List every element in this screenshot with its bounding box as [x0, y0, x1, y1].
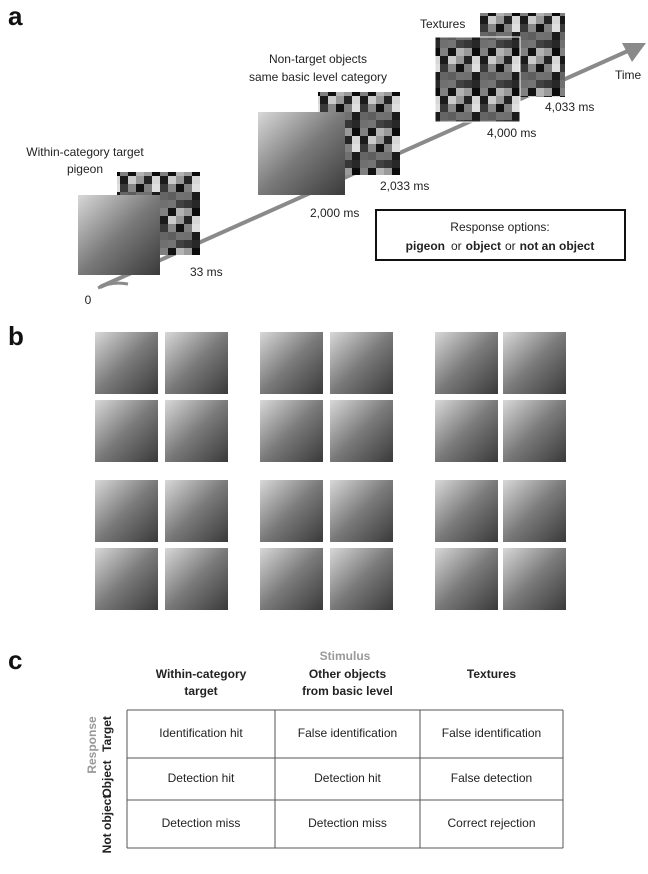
target-label: pigeon [67, 162, 103, 176]
time-axis-label: Time [615, 68, 642, 82]
panel-label: b [8, 321, 24, 351]
column-header: Textures [467, 667, 516, 681]
time-label: 4,000 ms [487, 126, 536, 140]
thumbnail [503, 400, 566, 462]
table-cell: False identification [442, 726, 541, 740]
thumbnail [503, 480, 566, 542]
page: {"panel_a": {"label": "a", "target_label… [0, 0, 648, 874]
nontarget-label: Non-target objects [269, 52, 367, 66]
column-header: Within-category [156, 667, 247, 681]
option: pigeon [406, 239, 445, 253]
thumbnail [330, 400, 393, 462]
pigeon-image [78, 195, 160, 275]
table-cell: False identification [298, 726, 397, 740]
thumbnail [95, 548, 158, 610]
outcome-table: Within-category target Other objects from b… [100, 667, 563, 853]
table-cell: Correct rejection [447, 816, 535, 830]
row-header: Target [100, 716, 114, 752]
panel-label: a [8, 1, 23, 31]
time-label: 4,033 ms [545, 100, 594, 114]
table-cell: Detection hit [168, 771, 235, 785]
figure: a Time Within-category target pigeon 0 3… [0, 0, 648, 874]
column-header: from basic level [302, 684, 393, 698]
table-cell: False detection [451, 771, 532, 785]
textures-label: Textures [420, 17, 465, 31]
table-cell: Detection miss [308, 816, 387, 830]
time-label: 2,033 ms [380, 179, 429, 193]
time-label: 33 ms [190, 265, 223, 279]
separator: or [505, 239, 516, 253]
image-grid [95, 332, 566, 610]
thumbnail [165, 480, 228, 542]
response-options: pigeon or object or not an object [406, 239, 595, 253]
thumbnail [330, 480, 393, 542]
thumbnail [435, 548, 498, 610]
response-title: Response options: [450, 220, 549, 234]
thumbnail [503, 548, 566, 610]
thumbnail [435, 400, 498, 462]
row-header: Object [100, 760, 114, 797]
option: object [466, 239, 501, 253]
stimulus-title: Stimulus [320, 649, 371, 663]
option: not an object [520, 239, 595, 253]
column-header: target [184, 684, 217, 698]
thumbnail [95, 400, 158, 462]
thumbnail [165, 332, 228, 394]
thumbnail [330, 332, 393, 394]
thumbnail [165, 548, 228, 610]
thumbnail [330, 548, 393, 610]
table-cell: Identification hit [159, 726, 243, 740]
panel-label: c [8, 645, 22, 675]
thumbnail [165, 400, 228, 462]
thumbnail [435, 480, 498, 542]
thumbnail [95, 332, 158, 394]
thumbnail [435, 332, 498, 394]
table-cell: Detection hit [314, 771, 381, 785]
separator: or [451, 239, 462, 253]
target-label: Within-category target [26, 145, 144, 159]
time-label: 0 [85, 293, 92, 307]
thumbnail [260, 480, 323, 542]
row-header: Not object [100, 795, 114, 854]
column-header: Other objects [309, 667, 387, 681]
time-label: 2,000 ms [310, 206, 359, 220]
body: a Time Within-category target pigeon 0 3… [0, 0, 648, 874]
thumbnail [95, 480, 158, 542]
table-cell: Detection miss [162, 816, 241, 830]
response-title: Response [85, 716, 99, 774]
bird-image [258, 112, 345, 195]
texture-image [435, 37, 520, 122]
thumbnail [260, 548, 323, 610]
thumbnail [260, 332, 323, 394]
nontarget-label: same basic level category [249, 70, 387, 84]
thumbnail [503, 332, 566, 394]
thumbnail [260, 400, 323, 462]
